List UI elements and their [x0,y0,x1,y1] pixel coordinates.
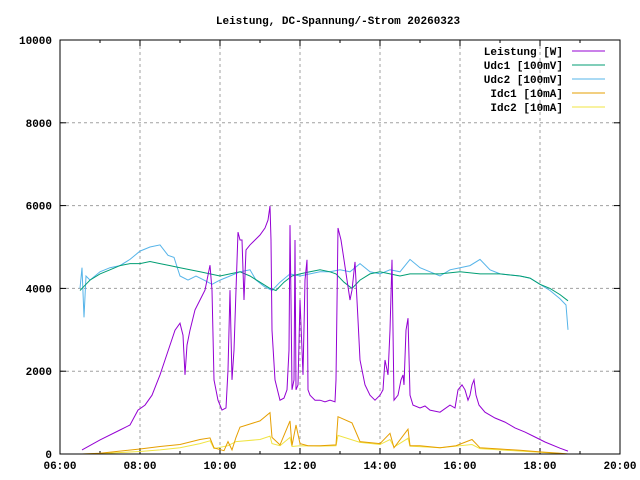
y-tick-label: 2000 [26,367,52,379]
y-tick-label: 6000 [26,202,52,214]
x-tick-label: 18:00 [523,461,556,473]
axis-ticks: 06:00 08:00 10:00 12:00 14:00 16:00 18:00 20:00… [19,36,637,473]
series-lines [79,205,569,455]
series-line-udc1 [79,260,569,302]
legend-label: Idc2 [10mA] [490,103,563,115]
x-tick-label: 10:00 [203,461,236,473]
x-tick-label: 08:00 [123,461,156,473]
x-tick-label: 06:00 [43,461,76,473]
x-tick-label: 12:00 [283,461,316,473]
legend-label: Udc1 [100mV] [484,61,563,73]
x-tick-label: 16:00 [443,461,476,473]
plot-border [59,39,621,455]
series-line-leistung [81,205,569,452]
y-tick-label: 10000 [19,36,52,48]
legend-label: Idc1 [10mA] [490,89,563,101]
series-line-idc1 [81,411,569,455]
grid [60,40,620,454]
y-tick-label: 0 [45,450,52,462]
legend: Leistung [W] Udc1 [100mV] Udc2 [100mV] Idc1… [484,47,605,115]
chart-title: Leistung, DC-Spannung/-Strom 20260323 [216,16,461,28]
y-tick-label: 4000 [26,284,52,296]
legend-label: Leistung [W] [484,47,563,59]
y-tick-label: 8000 [26,119,52,131]
x-tick-label: 20:00 [603,461,636,473]
legend-label: Udc2 [100mV] [484,75,563,87]
x-tick-label: 14:00 [363,461,396,473]
